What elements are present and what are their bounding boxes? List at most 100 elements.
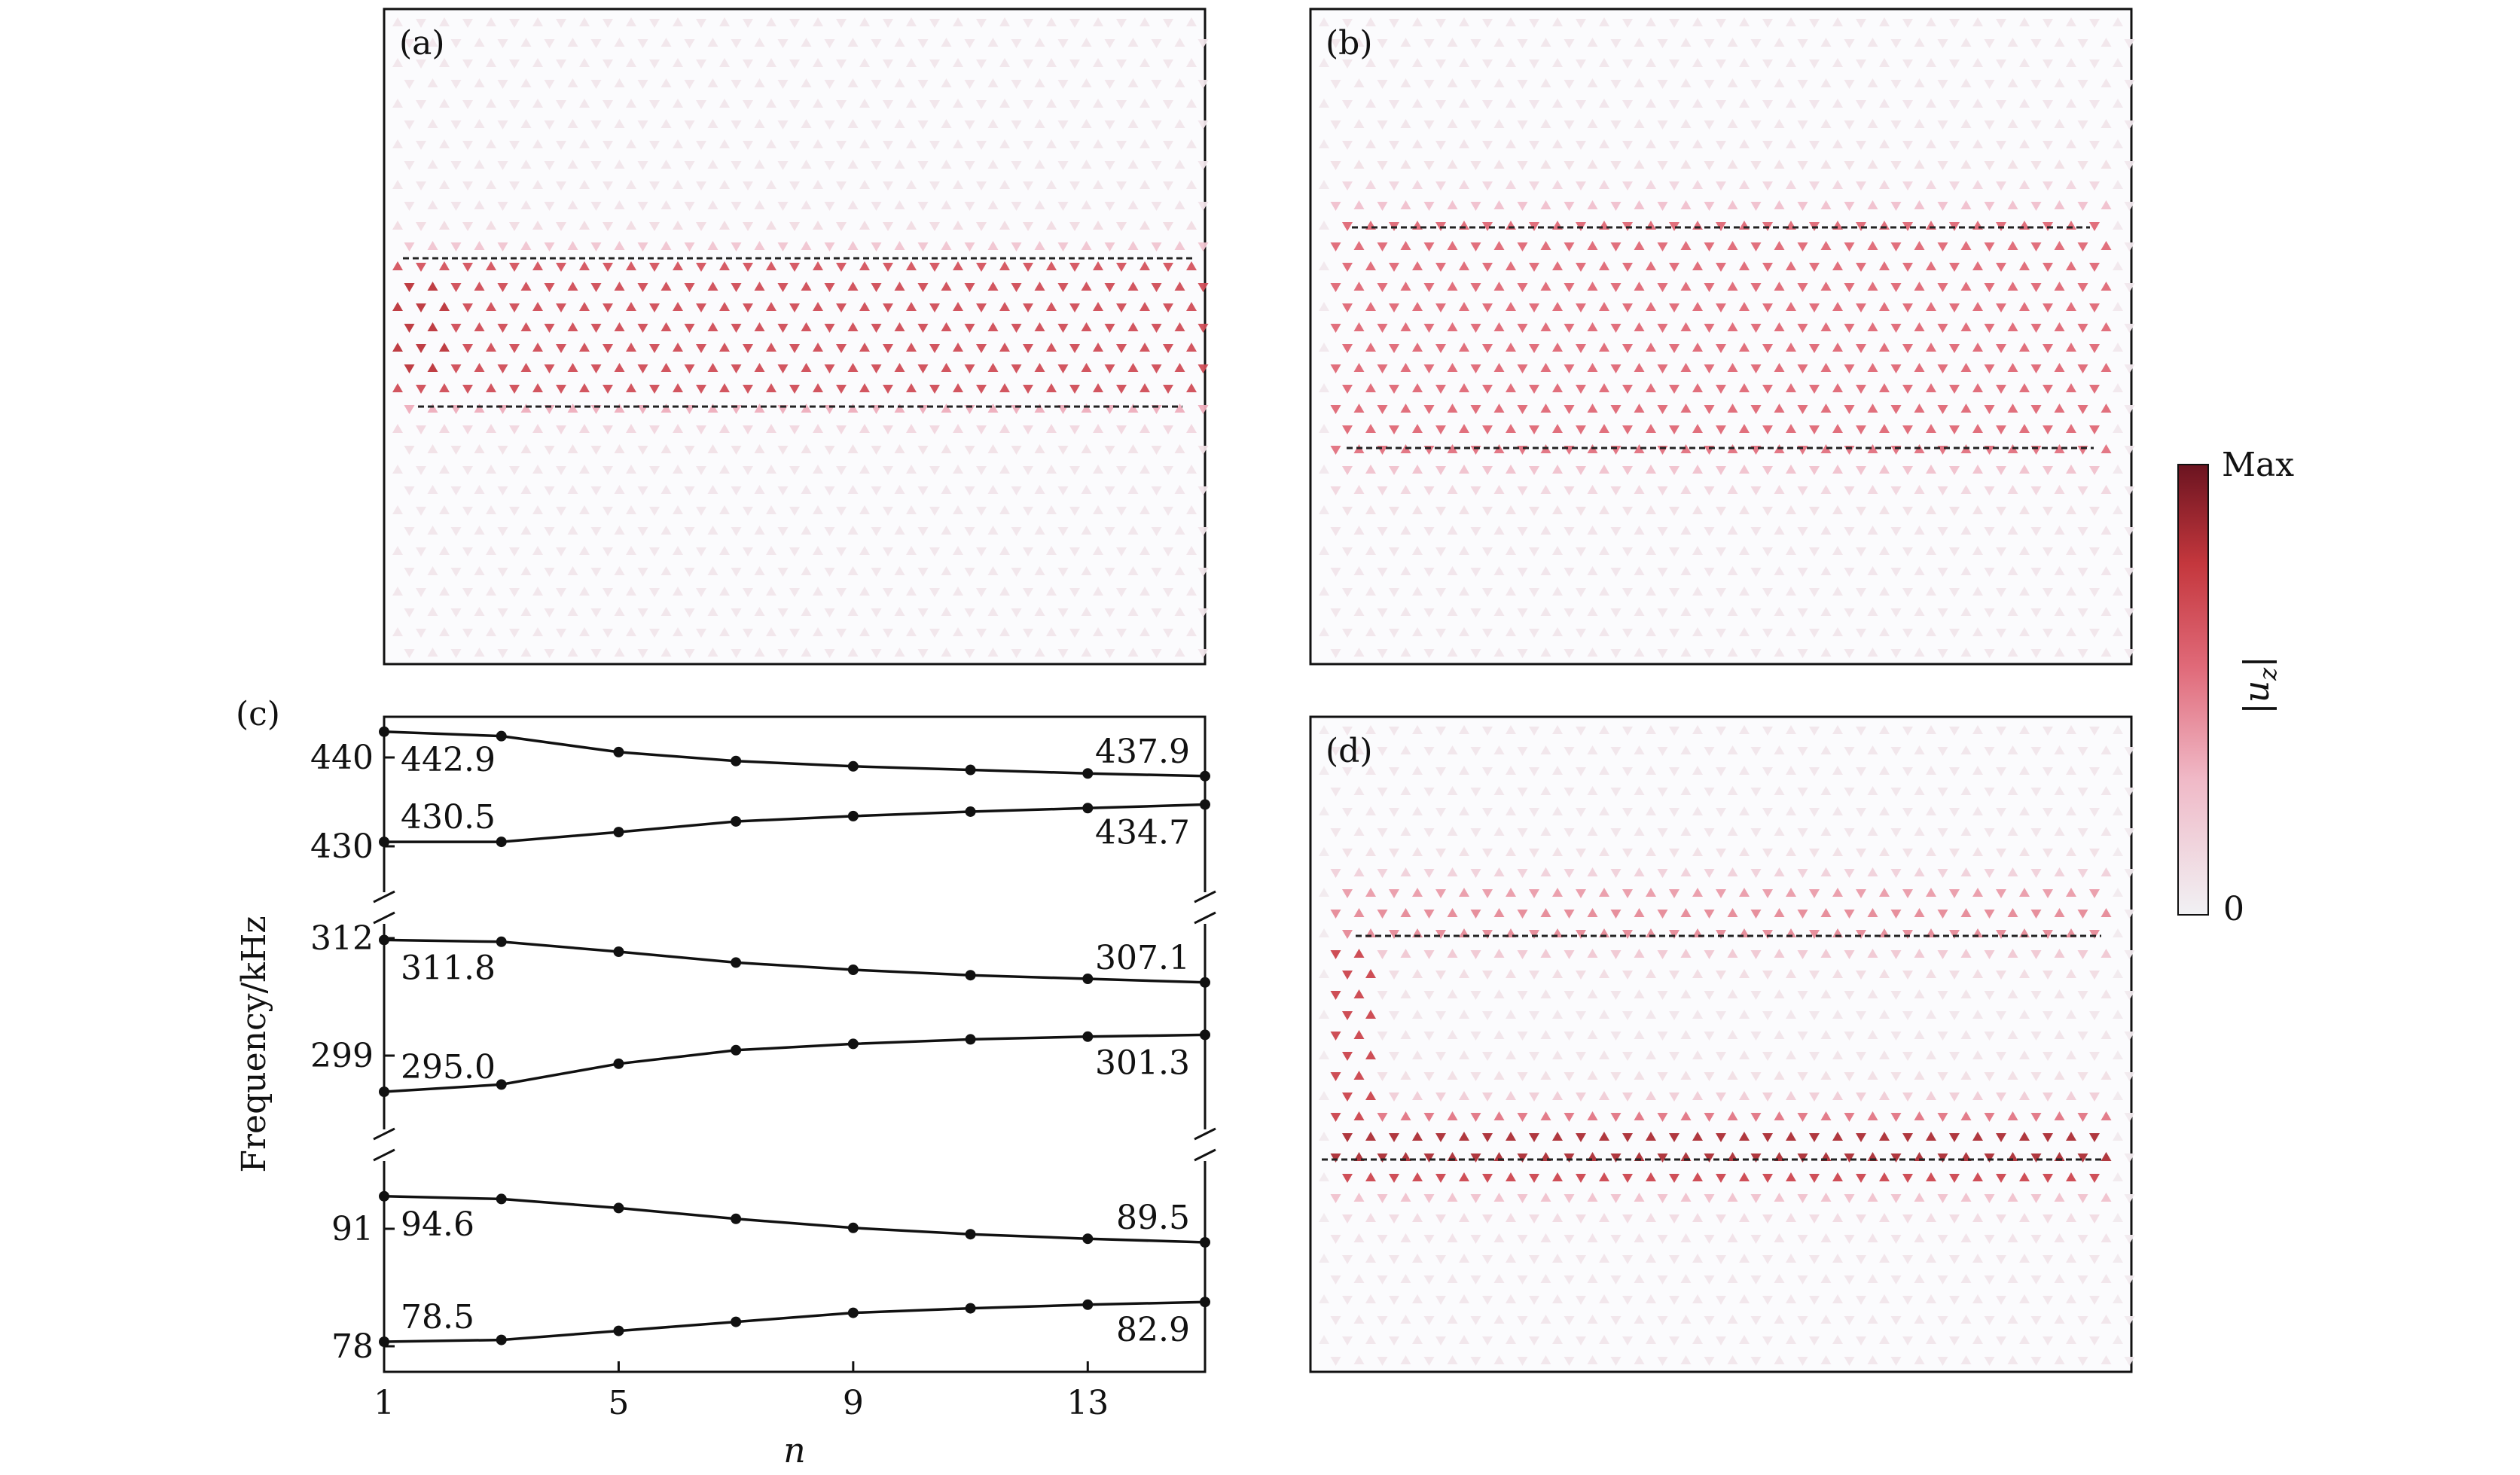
lattice-cell xyxy=(1197,608,1209,617)
lattice-cell xyxy=(2007,786,2018,795)
lattice-cell xyxy=(1599,1335,1609,1344)
lattice-cell xyxy=(1127,404,1139,413)
lattice-cell xyxy=(439,627,450,636)
lattice-cell xyxy=(427,566,438,575)
lattice-cell xyxy=(1797,405,1808,414)
lattice-cell xyxy=(1365,139,1376,148)
lattice-cell xyxy=(2043,1214,2053,1224)
lattice-cell xyxy=(1727,648,1738,657)
lattice-cell xyxy=(1996,727,2006,736)
lattice-cell xyxy=(614,78,625,87)
lattice-cell xyxy=(567,38,578,47)
lattice-cell xyxy=(1902,1255,1913,1264)
lattice-cell xyxy=(859,383,870,392)
lattice-cell xyxy=(1984,120,1995,130)
lattice-cell xyxy=(1774,1355,1785,1364)
lattice-cell xyxy=(1400,867,1411,876)
lattice-cell xyxy=(1739,505,1750,514)
lattice-cell xyxy=(1057,161,1069,170)
lattice-cell xyxy=(1739,1335,1750,1344)
lattice-cell xyxy=(1879,1294,1890,1303)
lattice-cell xyxy=(1844,364,1855,373)
lattice-cell xyxy=(1984,242,1995,251)
lattice-cell xyxy=(1576,727,1586,736)
lattice-cell xyxy=(801,160,812,169)
lattice-cell xyxy=(1104,446,1115,455)
lattice-cell xyxy=(2066,424,2076,433)
lattice-cell xyxy=(859,465,870,474)
lattice-cell xyxy=(1493,404,1505,413)
lattice-cell xyxy=(1587,282,1598,291)
lattice-cell xyxy=(1459,1213,1469,1222)
lattice-cell xyxy=(2077,527,2088,536)
lattice-cell xyxy=(474,648,485,657)
lattice-cell xyxy=(789,507,800,516)
lattice-cell xyxy=(953,302,963,311)
lattice-cell xyxy=(719,505,730,514)
lattice-cell xyxy=(1377,747,1388,756)
lattice-cell xyxy=(1937,120,1948,130)
lattice-cell xyxy=(556,181,566,190)
lattice-cell xyxy=(2043,466,2053,475)
lattice-cell xyxy=(1493,908,1505,917)
axis-break-slash xyxy=(1194,1148,1216,1162)
lattice-cell xyxy=(941,566,952,575)
lattice-cell xyxy=(859,546,870,555)
lattice-cell xyxy=(1552,725,1563,734)
lattice-cell xyxy=(1926,587,1936,596)
lattice-cell xyxy=(532,383,543,392)
lattice-cell xyxy=(1412,587,1423,596)
lattice-cell xyxy=(2043,1255,2053,1264)
lattice-cell xyxy=(2030,1194,2042,1203)
lattice-cell xyxy=(1517,568,1528,577)
lattice-cell xyxy=(1093,261,1103,270)
lattice-cell xyxy=(929,588,940,597)
lattice-cell xyxy=(1692,1213,1703,1222)
lattice-cell xyxy=(1610,649,1622,658)
lattice-cell xyxy=(1716,19,1726,28)
lattice-cell xyxy=(859,139,870,148)
lattice-cell xyxy=(1186,546,1197,555)
lattice-cell xyxy=(2101,38,2112,47)
lattice-cell xyxy=(1820,1111,1832,1120)
lattice-cell xyxy=(2089,1011,2100,1020)
lattice-cell xyxy=(2113,343,2123,352)
lattice-cell xyxy=(1104,486,1115,495)
lattice-cell xyxy=(416,100,426,109)
lattice-cell xyxy=(941,282,952,291)
lattice-cell xyxy=(1319,343,1329,352)
lattice-cell xyxy=(1423,39,1435,48)
lattice-cell xyxy=(1342,930,1353,939)
lattice-cell xyxy=(1423,950,1435,959)
lattice-cell xyxy=(509,100,520,109)
lattice-cell xyxy=(801,78,812,87)
lattice-cell xyxy=(1459,17,1469,26)
lattice-cell xyxy=(1447,786,1458,795)
lattice-cell xyxy=(941,404,952,413)
lattice-cell xyxy=(777,486,789,495)
lattice-cell xyxy=(1797,161,1808,170)
lattice-cell xyxy=(1197,39,1209,48)
lattice-cell xyxy=(2101,607,2112,616)
lattice-cell xyxy=(1646,343,1656,352)
lattice-cell xyxy=(1704,202,1715,211)
lattice-cell xyxy=(1116,425,1127,434)
lattice-cell xyxy=(2066,1172,2076,1181)
lattice-cell xyxy=(1856,19,1866,28)
lattice-cell xyxy=(1093,99,1103,108)
lattice-cell xyxy=(1786,58,1796,67)
lattice-cell xyxy=(1330,1275,1341,1285)
lattice-cell xyxy=(626,302,636,311)
lattice-cell xyxy=(427,404,438,413)
lattice-cell xyxy=(567,607,578,616)
lattice-cell xyxy=(1564,991,1575,1000)
lattice-cell xyxy=(614,38,625,47)
lattice-cell xyxy=(801,526,812,535)
lattice-cell xyxy=(1774,363,1785,372)
lattice-cell xyxy=(1669,141,1679,150)
lattice-cell xyxy=(2043,1336,2053,1345)
lattice-cell xyxy=(1879,343,1890,352)
lattice-cell xyxy=(1996,1336,2006,1345)
lattice-cell xyxy=(813,383,823,392)
lattice-cell xyxy=(731,242,742,251)
